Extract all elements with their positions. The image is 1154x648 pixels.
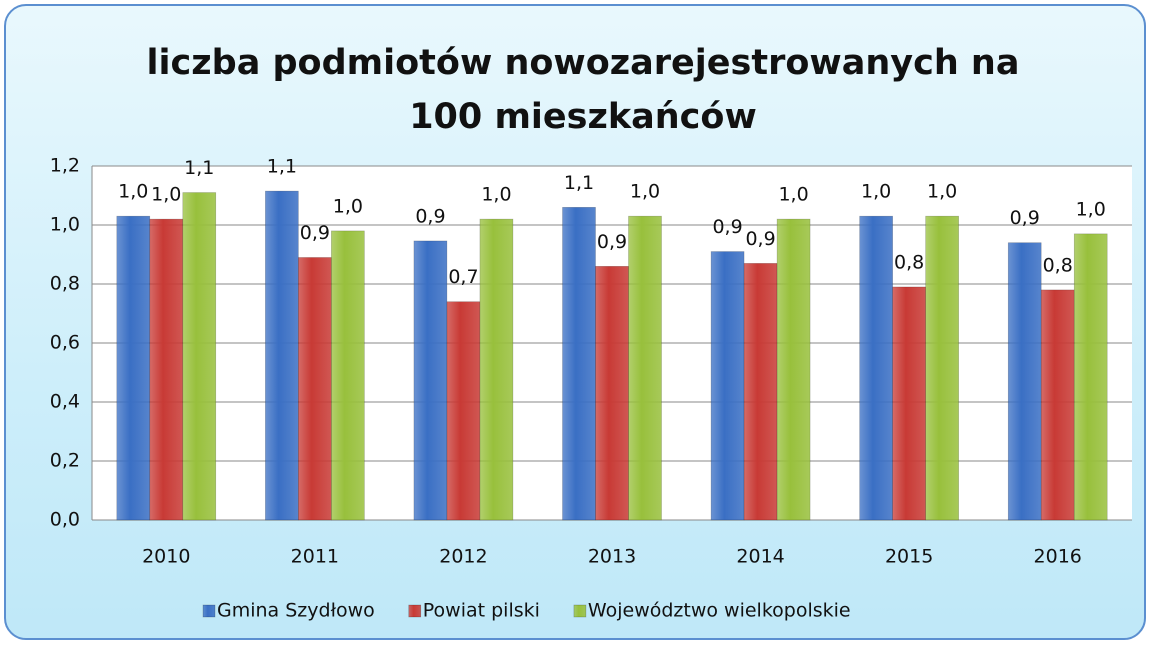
bar — [710, 251, 745, 521]
chart-title: liczba podmiotów nowozarejestrowanych na… — [146, 43, 1020, 137]
bar — [595, 265, 629, 521]
data-label: 0,9 — [745, 228, 775, 250]
x-tick-label: 2010 — [142, 546, 190, 568]
bar — [446, 301, 481, 521]
data-label: 0,8 — [894, 251, 924, 273]
y-tick-label: 1,2 — [50, 155, 80, 177]
legend-label: Gmina Szydłowo — [217, 600, 375, 622]
x-tick-label: 2014 — [736, 546, 784, 568]
data-label: 1,0 — [778, 184, 808, 206]
data-label: 1,0 — [630, 181, 660, 203]
bar — [116, 215, 151, 521]
x-tick-label: 2015 — [885, 546, 933, 568]
data-label: 0,9 — [415, 205, 445, 227]
bar — [628, 215, 662, 521]
bar — [925, 215, 959, 521]
data-label: 1,0 — [151, 184, 181, 206]
data-label: 1,0 — [333, 195, 363, 217]
data-label: 1,0 — [118, 181, 148, 203]
bar — [149, 218, 184, 521]
legend-marker — [408, 604, 422, 618]
bar — [331, 230, 365, 521]
bar — [1073, 233, 1108, 521]
y-tick-label: 0,4 — [50, 391, 80, 413]
data-label: 0,9 — [712, 216, 742, 238]
x-tick-label: 2012 — [439, 546, 487, 568]
legend-label: Powiat pilski — [423, 600, 540, 622]
data-label: 1,0 — [927, 181, 957, 203]
y-tick-label: 0,0 — [50, 509, 80, 531]
y-tick-label: 0,2 — [50, 450, 80, 472]
bar — [562, 207, 596, 521]
x-tick-label: 2016 — [1034, 546, 1082, 568]
legend-label: Województwo wielkopolskie — [588, 600, 851, 622]
data-label: 0,9 — [1010, 207, 1040, 229]
data-label: 0,8 — [1043, 254, 1073, 276]
bar — [776, 218, 811, 521]
bar — [413, 240, 448, 521]
data-label: 1,1 — [267, 156, 297, 178]
y-tick-label: 0,8 — [50, 273, 80, 295]
data-label: 1,0 — [1076, 198, 1106, 220]
data-label: 0,9 — [597, 231, 627, 253]
x-tick-label: 2013 — [588, 546, 636, 568]
y-tick-label: 1,0 — [50, 214, 80, 236]
bar — [1007, 242, 1042, 521]
bar — [743, 263, 778, 521]
data-label: 0,9 — [300, 222, 330, 244]
data-label: 1,1 — [564, 172, 594, 194]
bar — [892, 286, 926, 521]
bar — [182, 192, 217, 521]
bar — [1040, 289, 1075, 521]
data-label: 1,0 — [481, 184, 511, 206]
data-label: 1,1 — [184, 157, 214, 179]
data-label: 0,7 — [448, 266, 478, 288]
bar — [298, 257, 332, 521]
data-label: 1,0 — [861, 181, 891, 203]
legend-marker — [202, 604, 216, 618]
bar — [859, 215, 893, 521]
bar — [479, 218, 514, 521]
legend-marker — [573, 604, 587, 618]
x-tick-label: 2011 — [291, 546, 339, 568]
bar — [265, 190, 299, 521]
y-tick-label: 0,6 — [50, 332, 80, 354]
